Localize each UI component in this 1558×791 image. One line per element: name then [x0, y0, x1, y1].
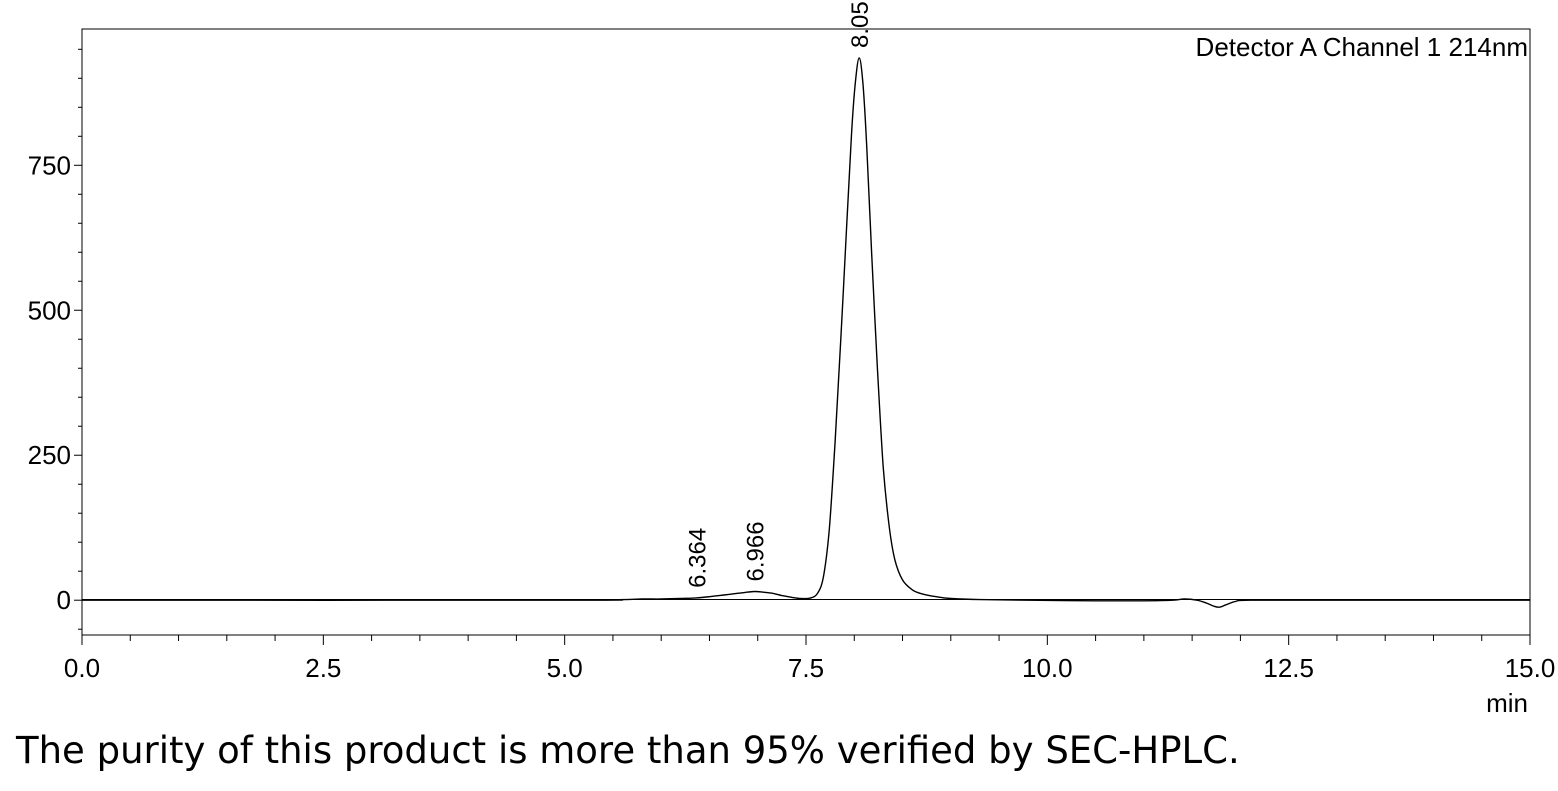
x-tick-label: 5.0: [547, 653, 583, 683]
purity-caption: The purity of this product is more than …: [16, 729, 1240, 772]
chromatogram-chart: 0 250 500 750 0.0 2.5 5.0 7.5 10.0 12.5 15.0 6.36…: [28, 0, 1556, 718]
chromatogram-trace: [81, 57, 1530, 608]
plot-frame: [81, 28, 1531, 636]
peak-label: 8.051: [847, 0, 874, 48]
x-tick-label: 12.5: [1263, 653, 1314, 683]
y-tick-label: 500: [28, 295, 71, 325]
channel-label: Detector A Channel 1 214nm: [1196, 32, 1528, 62]
peak-labels: 6.364 6.966 8.051: [684, 0, 874, 588]
x-tick-label: 10.0: [1022, 653, 1073, 683]
y-tick-label: 0: [57, 585, 71, 615]
x-tick-label: 0.0: [64, 653, 100, 683]
x-tick-label: 2.5: [305, 653, 341, 683]
y-tick-label: 250: [28, 440, 71, 470]
peak-label: 6.966: [742, 521, 769, 581]
peak-label: 6.364: [684, 528, 711, 588]
x-axis-title: min: [1486, 688, 1528, 718]
x-tick-label: 15.0: [1505, 653, 1556, 683]
y-tick-label: 750: [28, 150, 71, 180]
x-axis-ticks: 0.0 2.5 5.0 7.5 10.0 12.5 15.0: [64, 635, 1555, 683]
x-tick-label: 7.5: [788, 653, 824, 683]
y-axis-ticks: 0 250 500 750: [28, 48, 82, 630]
